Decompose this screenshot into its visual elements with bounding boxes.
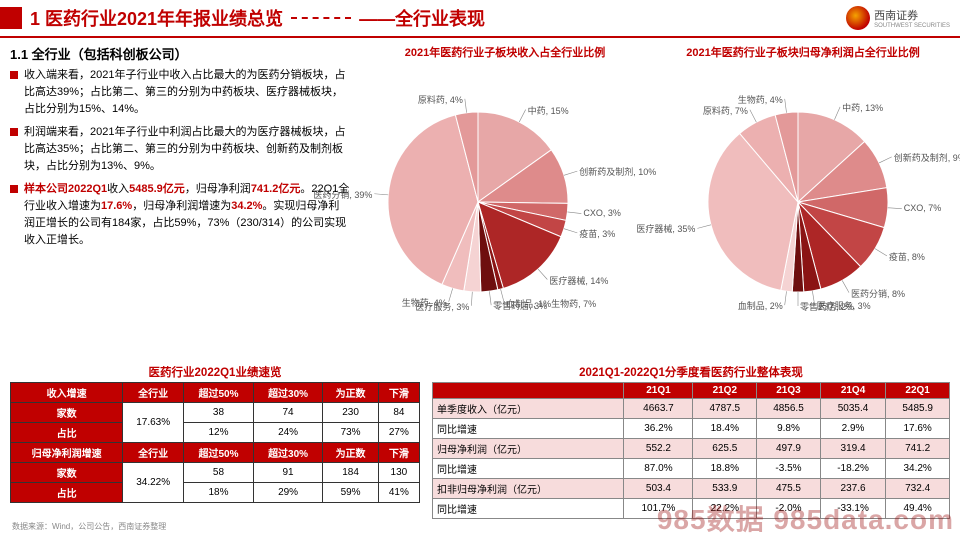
table-left-block: 医药行业2022Q1业绩速览 收入增速全行业超过50%超过30%为正数下滑家数1… [10,364,420,519]
pie-label: 创新药及制剂, 9% [894,151,960,164]
pie-label: 医疗器械, 14% [549,274,608,287]
pie-label: 血制品, 2% [738,299,783,312]
bullet-icon [10,185,18,193]
table-title: 2021Q1-2022Q1分季度看医药行业整体表现 [432,364,950,380]
section-title: 1.1 全行业（包括科创板公司） [10,44,350,63]
data-source: 数据来源：Wind，公司公告，西南证券整理 [0,521,960,532]
pie-canvas: 中药, 15%创新药及制剂, 10%CXO, 3%疫苗, 3%医疗器械, 14%… [360,62,650,322]
pie-label: 医药分销, 8% [851,287,905,300]
left-text-column: 1.1 全行业（包括科创板公司） 收入端来看，2021年子行业中收入占比最大的为… [10,44,350,360]
pie-label: 零售药店, 3% [493,299,547,312]
bullet-icon [10,71,18,79]
page-subtitle: ——全行业表现 [359,5,485,31]
pie-label: 生物药, 4% [738,93,783,106]
pie-label: 中药, 13% [842,101,883,114]
header-dash [291,17,351,19]
bullet-item: 收入端来看，2021年子行业中收入占比最大的为医药分销板块，占比高达39%；占比… [10,67,350,118]
pie-canvas: 中药, 13%创新药及制剂, 9%CXO, 7%疫苗, 8%医药分销, 8%医疗… [658,62,948,322]
pie-label: 疫苗, 8% [889,250,925,263]
header-accent-box [0,7,22,29]
chart-title: 2021年医药行业子板块归母净利润占全行业比例 [658,44,948,60]
bullet-text: 样本公司2022Q1收入5485.9亿元，归母净利润741.2亿元。22Q1全行… [24,181,350,249]
bullet-list: 收入端来看，2021年子行业中收入占比最大的为医药分销板块，占比高达39%；占比… [10,67,350,249]
bullet-text: 收入端来看，2021年子行业中收入占比最大的为医药分销板块，占比高达39%；占比… [24,67,350,118]
bullet-item: 利润端来看，2021年子行业中利润占比最大的为医疗器械板块，占比高达35%；占比… [10,124,350,175]
pie-label: CXO, 7% [904,203,942,213]
table-right-block: 2021Q1-2022Q1分季度看医药行业整体表现 21Q121Q221Q321… [432,364,950,519]
table-title: 医药行业2022Q1业绩速览 [10,364,420,380]
pie-label: 医疗器械, 35% [636,222,695,235]
pie-label: 疫苗, 3% [579,227,615,240]
logo-subtext: SOUTHWEST SECURITIES [874,23,950,29]
pie-label: 原料药, 4% [418,93,463,106]
page-title: 1 医药行业2021年年报业绩总览 [30,5,283,31]
pie-label: CXO, 3% [583,208,621,218]
pie-label: 零售药店, 2% [800,300,854,313]
charts-area: 2021年医药行业子板块收入占全行业比例 中药, 15% 创新药及制剂, 10% C… [360,44,950,360]
pie-label: 医药分销, 39% [313,188,372,201]
chart-title: 2021年医药行业子板块收入占全行业比例 [360,44,650,60]
quarterly-table: 21Q121Q221Q321Q422Q1单季度收入（亿元）4663.74787.… [432,382,950,519]
company-logo: 西南证券 SOUTHWEST SECURITIES [846,6,950,30]
logo-icon [846,6,870,30]
slide-header: 1 医药行业2021年年报业绩总览 ——全行业表现 西南证券 SOUTHWEST… [0,0,960,38]
bullet-item: 样本公司2022Q1收入5485.9亿元，归母净利润741.2亿元。22Q1全行… [10,181,350,249]
pie-chart-revenue: 2021年医药行业子板块收入占全行业比例 中药, 15%创新药及制剂, 10%C… [360,44,650,360]
pie-chart-profit: 2021年医药行业子板块归母净利润占全行业比例 中药, 13%创新药及制剂, 9… [658,44,948,360]
pie-label: 创新药及制剂, 10% [579,165,656,178]
bullet-text: 利润端来看，2021年子行业中利润占比最大的为医疗器械板块，占比高达35%；占比… [24,124,350,175]
pie-label: 生物药, 4% [402,296,447,309]
bullet-icon [10,128,18,136]
pie-label: 中药, 15% [528,104,569,117]
performance-table: 收入增速全行业超过50%超过30%为正数下滑家数17.63%387423084占… [10,382,420,503]
logo-text: 西南证券 [874,10,918,22]
